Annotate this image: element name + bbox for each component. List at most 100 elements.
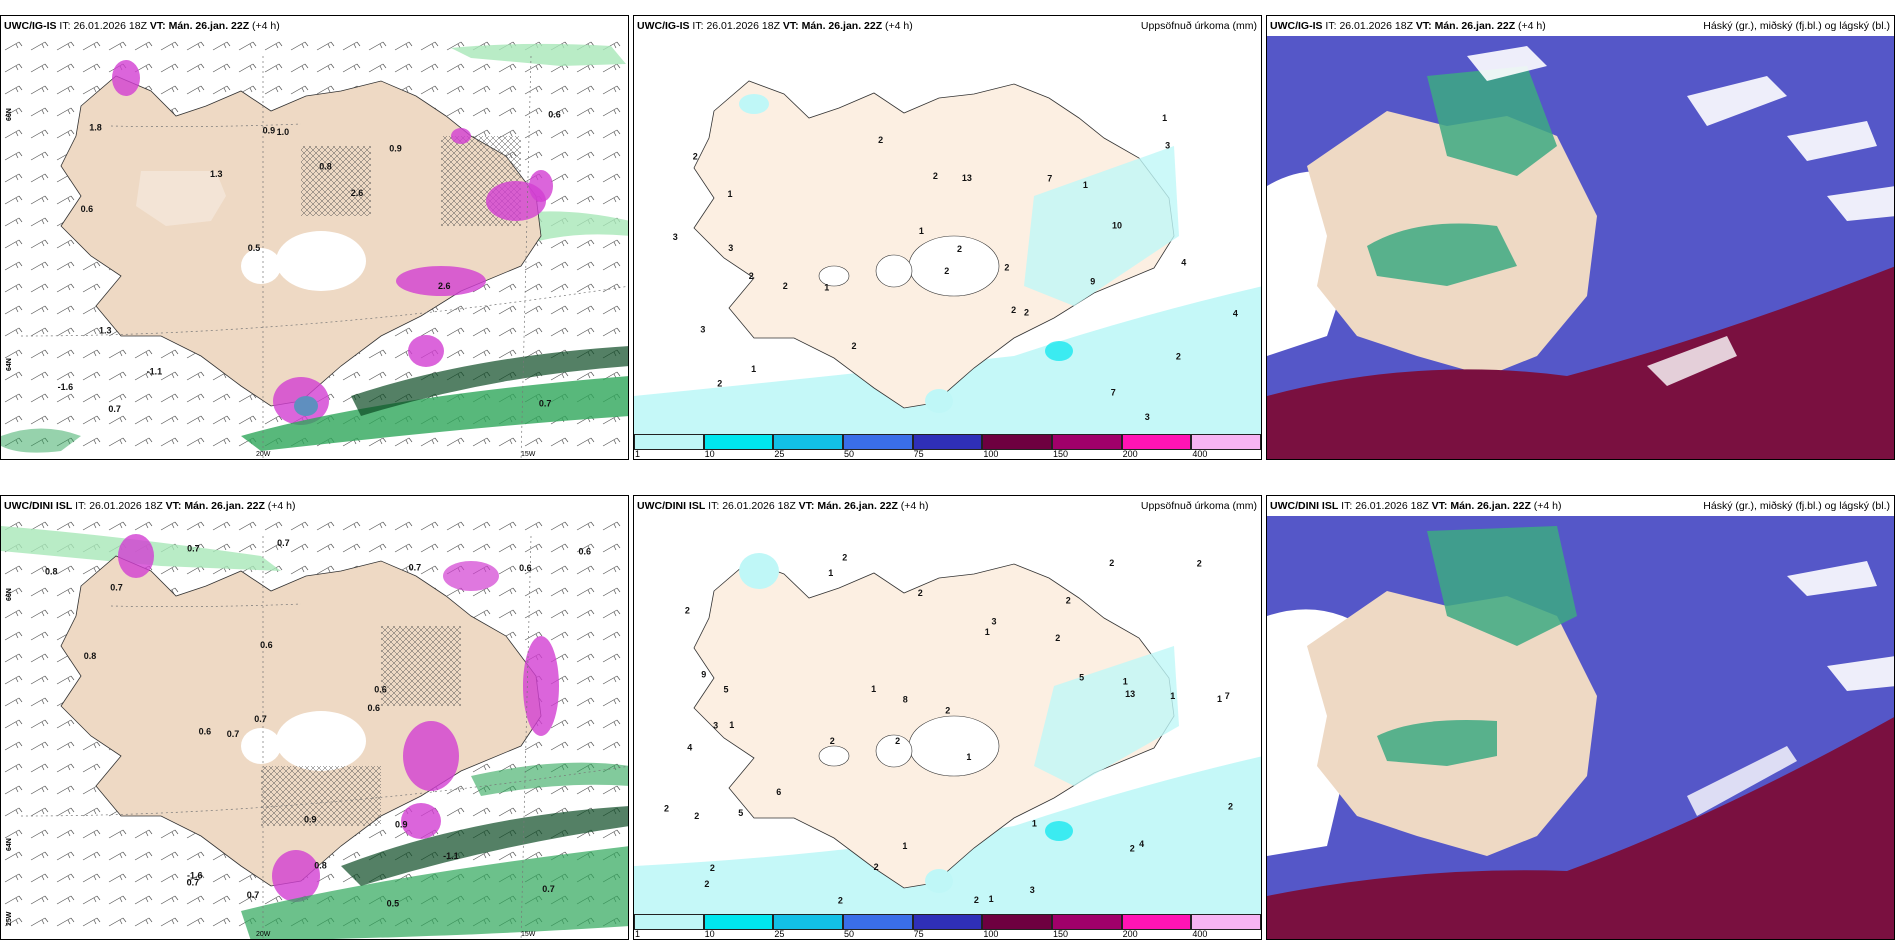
- scale-tick-label: 200: [1122, 449, 1138, 459]
- lead-time: (+4 h): [1518, 20, 1546, 32]
- scale-swatch: [773, 434, 843, 450]
- init-time: 26.01.2026 18Z: [1355, 500, 1429, 512]
- scale-tick-label: 25: [774, 449, 785, 459]
- value-label: 2: [685, 606, 690, 616]
- value-label: 0.8: [314, 860, 327, 870]
- scale-swatch: [1121, 914, 1192, 930]
- init-time: 26.01.2026 18Z: [1339, 20, 1413, 32]
- value-label: 3: [713, 720, 718, 730]
- panel-header: UWC/IG-IS IT: 26.01.2026 18Z VT: Mán. 26…: [1267, 16, 1894, 36]
- glacier-area: [875, 254, 913, 288]
- panel-header: UWC/DINI ISL IT: 26.01.2026 18Z VT: Mán.…: [1, 496, 628, 516]
- scale-swatch: [1191, 914, 1261, 930]
- pink-contour: [118, 534, 154, 578]
- precip-area: [1045, 341, 1073, 361]
- graticule-line: [20, 123, 628, 337]
- model-name: UWC/IG-IS: [4, 20, 57, 32]
- scale-tick-label: 10: [704, 929, 715, 939]
- map-canvas[interactable]: 66N 64N 20W 15W 0.7 0.6 0.6 0.5 0.9 0.7 0.9 0.8…: [1, 36, 629, 460]
- value-label: -1.6: [187, 870, 203, 880]
- init-time: 26.01.2026 18Z: [73, 20, 147, 32]
- init-time: 26.01.2026 18Z: [89, 500, 163, 512]
- scale-tick-label: 75: [913, 929, 924, 939]
- value-label: 3: [728, 243, 733, 253]
- value-label: 3: [1030, 885, 1035, 895]
- value-label: 1: [1170, 691, 1175, 701]
- value-label: 2: [842, 552, 847, 562]
- map-canvas[interactable]: [1267, 36, 1895, 460]
- value-label: 0.7: [187, 544, 200, 554]
- value-label: 0.8: [45, 567, 58, 577]
- precip-area: [634, 286, 1261, 436]
- value-label: 5: [724, 685, 729, 695]
- value-label: 1: [1162, 113, 1167, 123]
- value-label: 7: [1225, 691, 1230, 701]
- lead-time: (+4 h): [1533, 500, 1562, 512]
- pink-contour: [451, 128, 471, 144]
- panel-title: Háský (gr.), miðský (fj.bl.) og lágský (…: [1703, 500, 1890, 512]
- value-label: 4: [1233, 309, 1238, 319]
- panel-top-right-cloud-map: UWC/IG-IS IT: 26.01.2026 18Z VT: Mán. 26…: [1266, 15, 1895, 460]
- dark-green-band: [351, 346, 628, 416]
- value-label: -1.1: [443, 851, 459, 861]
- value-label: 2: [664, 804, 669, 814]
- green-band: [241, 376, 628, 451]
- valid-time: Mán. 26.jan. 22Z: [184, 500, 265, 512]
- value-label: 0.9: [263, 126, 276, 136]
- scale-swatch: [634, 434, 704, 450]
- value-label: 2: [783, 281, 788, 291]
- value-label: 3: [992, 616, 997, 626]
- value-label: 2: [852, 341, 857, 351]
- value-label: 2: [1004, 263, 1009, 273]
- map-canvas[interactable]: 66N 64N 25W 20W 15W 0.70.5-1.6-1.10.70.7…: [1, 516, 629, 940]
- value-label: 1: [871, 684, 876, 694]
- panel-header: UWC/DINI ISL IT: 26.01.2026 18Z VT: Mán.…: [1267, 496, 1894, 516]
- pink-contour: [443, 561, 499, 591]
- value-label: 1: [985, 627, 990, 637]
- value-label: 0.7: [108, 404, 121, 414]
- panel-bottom-left-wind-map: UWC/DINI ISL IT: 26.01.2026 18Z VT: Mán.…: [0, 495, 629, 940]
- value-label: 0.5: [248, 243, 261, 253]
- value-label: 0.7: [227, 729, 240, 739]
- value-label: 0.9: [304, 814, 317, 824]
- value-label: 0.6: [374, 684, 387, 694]
- scale-swatch: [703, 434, 774, 450]
- pink-contour: [408, 335, 444, 367]
- scale-tick-label: 150: [1053, 929, 1069, 939]
- pink-contour: [112, 60, 140, 96]
- value-label: 0.6: [519, 563, 532, 573]
- glacier-area: [875, 734, 913, 768]
- value-label: 13: [962, 173, 972, 183]
- value-label: 2: [945, 706, 950, 716]
- value-label: 1.3: [210, 169, 223, 179]
- value-label: 6: [776, 787, 781, 797]
- value-label: 2: [1109, 558, 1114, 568]
- value-label: 2: [1130, 844, 1135, 854]
- glacier-area: [276, 231, 366, 291]
- longitude-label: 20W: [256, 451, 271, 458]
- valid-time: Mán. 26.jan. 22Z: [801, 20, 883, 32]
- value-label: 1: [1032, 819, 1037, 829]
- pink-contour: [529, 170, 553, 202]
- value-labels: 0.7 0.5 -1.6 -1.1 0.7 0.7 0.6 0.7 0.7 0.6 0.6 0.8 0.…: [45, 538, 591, 908]
- low-cloud-layer: [1267, 266, 1894, 459]
- value-label: 1.0: [277, 127, 290, 137]
- init-time: 26.01.2026 18Z: [722, 500, 796, 512]
- value-label: 2: [957, 244, 962, 254]
- panel-title: Háský (gr.), miðský (fj.bl.) og lágský (…: [1703, 20, 1890, 32]
- value-label: 0.6: [368, 703, 381, 713]
- latitude-label: 66N: [6, 108, 13, 121]
- value-label: 2: [693, 151, 698, 161]
- scale-tick-label: 400: [1192, 929, 1208, 939]
- value-label: 2: [1228, 802, 1233, 812]
- value-label: 2: [1066, 595, 1071, 605]
- map-canvas[interactable]: [1267, 516, 1895, 940]
- model-name: UWC/IG-IS: [637, 20, 690, 32]
- panel-bottom-center-precip-map: UWC/DINI ISL IT: 26.01.2026 18Z VT: Mán.…: [633, 495, 1262, 940]
- hatch-area: [261, 766, 381, 826]
- value-label: 2: [749, 271, 754, 281]
- precip-color-scale: 1 10 25 50 75 100 150 200 400: [634, 914, 1261, 939]
